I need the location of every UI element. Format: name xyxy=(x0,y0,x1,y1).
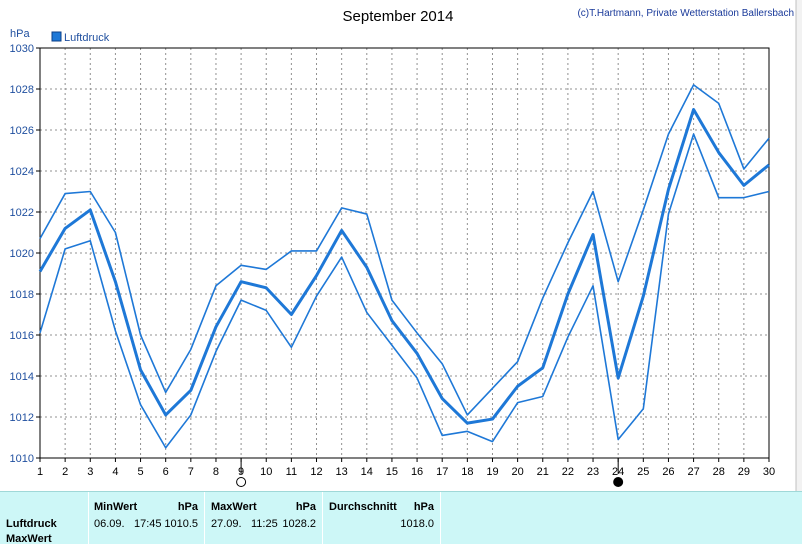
x-tick-label: 16 xyxy=(411,466,423,478)
series-line-min xyxy=(39,133,770,449)
y-tick-label: 1016 xyxy=(10,330,34,342)
plot-frame xyxy=(39,47,770,459)
series-lines xyxy=(38,84,770,449)
x-tick-label: 25 xyxy=(637,466,649,478)
max-time: 11:25 xyxy=(251,518,278,530)
x-tick-label: 13 xyxy=(336,466,348,478)
x-tick-label: 8 xyxy=(213,466,219,478)
x-tick-label: 12 xyxy=(310,466,322,478)
y-tick-label: 1024 xyxy=(10,166,34,178)
x-tick-label: 7 xyxy=(188,466,194,478)
y-tick-label: 1018 xyxy=(10,289,34,301)
new-moon-icon xyxy=(613,477,624,487)
max-unit: hPa xyxy=(295,501,316,513)
x-tick-label: 4 xyxy=(112,466,118,478)
x-tick-label: 20 xyxy=(511,466,523,478)
y-tick-label: 1026 xyxy=(10,125,34,137)
x-tick-label: 23 xyxy=(587,466,599,478)
x-tick-label: 30 xyxy=(763,466,775,478)
x-tick-label: 19 xyxy=(486,466,498,478)
stats-avg-column: Durchschnitt hPa 1018.0 xyxy=(323,492,441,544)
y-tick-label: 1020 xyxy=(10,248,34,260)
stats-max-column: MaxWert hPa 27.09. 11:25 1028.2 xyxy=(205,492,323,544)
x-tick-label: 6 xyxy=(163,466,169,478)
x-tick-label: 5 xyxy=(137,466,143,478)
x-tick-label: 21 xyxy=(537,466,549,478)
series-line-average xyxy=(38,108,770,425)
min-value: 1010.5 xyxy=(164,518,198,530)
y-axis-ticks: 1010 1012 1014 1016 1018 1020 1022 1024 1026 1028… xyxy=(10,43,40,465)
legend: Luftdruck xyxy=(51,31,110,44)
max-value: 1028.2 xyxy=(282,518,316,530)
avg-header: Durchschnitt xyxy=(329,501,397,513)
y-tick-label: 1012 xyxy=(10,412,34,424)
legend-swatch xyxy=(51,31,62,42)
pressure-chart: September 2014 (c)T.Hartmann, Private We… xyxy=(10,0,802,491)
max-date: 27.09. xyxy=(211,518,242,530)
x-tick-label: 17 xyxy=(436,466,448,478)
x-tick-label: 26 xyxy=(662,466,674,478)
x-axis-ticks: 1234567891011121314151617181920212223242… xyxy=(37,458,775,478)
series-line-max xyxy=(39,84,770,416)
min-date: 06.09. xyxy=(94,518,125,530)
row-label-maxwert: MaxWert xyxy=(6,533,52,545)
x-tick-label: 3 xyxy=(87,466,93,478)
stats-label-column: Luftdruck MaxWert xyxy=(0,492,89,545)
x-tick-label: 29 xyxy=(738,466,750,478)
x-tick-label: 15 xyxy=(386,466,398,478)
full-moon-icon xyxy=(236,477,247,487)
stats-min-column: MinWert hPa 06.09. 17:45 1010.5 xyxy=(89,492,205,544)
x-tick-label: 14 xyxy=(361,466,373,478)
x-tick-label: 27 xyxy=(687,466,699,478)
avg-value: 1018.0 xyxy=(400,518,434,530)
x-tick-label: 1 xyxy=(37,466,43,478)
min-unit: hPa xyxy=(177,501,198,513)
stats-panel: Luftdruck MaxWert MinWert hPa 06.09. 17:… xyxy=(0,491,802,545)
y-axis-unit: hPa xyxy=(10,28,30,40)
copyright-text: (c)T.Hartmann, Private Wetterstation Bal… xyxy=(577,8,794,19)
row-label-luftdruck: Luftdruck xyxy=(6,518,57,530)
min-header: MinWert xyxy=(94,501,138,513)
right-scrollbar[interactable] xyxy=(796,0,802,491)
x-tick-label: 28 xyxy=(713,466,725,478)
x-tick-label: 18 xyxy=(461,466,473,478)
y-tick-label: 1010 xyxy=(10,453,34,465)
chart-title: September 2014 xyxy=(343,8,454,25)
x-tick-label: 11 xyxy=(286,466,297,478)
y-tick-label: 1022 xyxy=(10,207,34,219)
moon-markers xyxy=(236,458,624,487)
legend-label: Luftdruck xyxy=(64,32,110,44)
y-tick-label: 1028 xyxy=(10,84,34,96)
x-tick-label: 10 xyxy=(260,466,272,478)
grid xyxy=(39,47,770,459)
max-header: MaxWert xyxy=(211,501,257,513)
x-tick-label: 22 xyxy=(562,466,574,478)
avg-unit: hPa xyxy=(413,501,434,513)
y-tick-label: 1014 xyxy=(10,371,34,383)
min-time: 17:45 xyxy=(134,518,162,530)
y-tick-label: 1030 xyxy=(10,43,34,55)
x-tick-label: 2 xyxy=(62,466,68,478)
